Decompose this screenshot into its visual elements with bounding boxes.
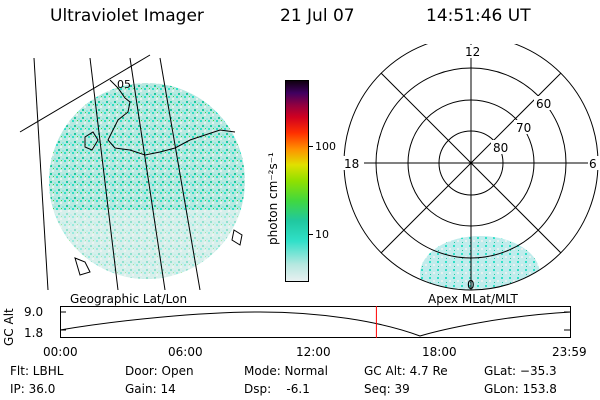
gc-alt-info: GC Alt: 4.7 Re — [364, 364, 448, 378]
map-marker-label: 05 — [117, 78, 131, 91]
gain-info: Gain: 14 — [125, 382, 176, 396]
colorbar-tick-10: 10 — [315, 228, 329, 241]
altitude-timeline — [60, 306, 572, 338]
geographic-caption: Geographic Lat/Lon — [70, 292, 188, 306]
glon-info: GLon: 153.8 — [484, 382, 557, 396]
longitude-line — [89, 57, 119, 290]
colorbar — [285, 80, 309, 282]
door-info: Door: Open — [125, 364, 194, 378]
date-label: 21 Jul 07 — [280, 6, 355, 26]
mlat-label-70: 70 — [516, 121, 531, 135]
apex-caption: Apex MLat/MLT — [428, 292, 518, 306]
glat-info: GLat: −35.3 — [484, 364, 557, 378]
mlt-label-left: 18 — [344, 157, 359, 171]
timeline-xtick-3: 18:00 — [422, 345, 457, 359]
mlt-label-bottom: 0 — [467, 278, 475, 292]
timeline-xtick-0: 00:00 — [43, 345, 78, 359]
longitude-line — [33, 57, 49, 290]
time-label: 14:51:46 UT — [426, 6, 531, 26]
mlat-label-60: 60 — [536, 97, 551, 111]
mode-info: Mode: Normal — [244, 364, 328, 378]
geographic-image: 05 — [19, 54, 245, 290]
timeline-xtick-4: 23:59 — [552, 345, 587, 359]
ip-info: IP: 36.0 — [10, 382, 56, 396]
longitude-line — [129, 57, 166, 290]
coastline — [107, 79, 236, 156]
mlt-label-top: 12 — [465, 45, 480, 59]
altitude-curve — [60, 311, 572, 337]
colorbar-unit-label: photon cm⁻²s⁻¹ — [266, 152, 280, 245]
timeline-xtick-1: 06:00 — [168, 345, 203, 359]
colorbar-tick-100: 100 — [315, 140, 336, 153]
filter-info: Flt: LBHL — [10, 364, 64, 378]
timeline-ytick-high: 9.0 — [24, 305, 44, 319]
seq-info: Seq: 39 — [364, 382, 410, 396]
instrument-title: Ultraviolet Imager — [50, 6, 204, 26]
latitude-line — [19, 54, 151, 133]
mlat-label-80: 80 — [493, 141, 508, 155]
mlt-label-right: 6 — [589, 157, 597, 171]
polar-plot: 12 18 6 0 60 70 80 — [342, 44, 600, 292]
longitude-line — [159, 57, 201, 290]
timeline-xtick-2: 12:00 — [296, 345, 331, 359]
timeline-ylabel: GC Alt — [2, 308, 16, 346]
timeline-ytick-low: 1.8 — [24, 326, 44, 340]
auroral-data-region — [420, 236, 540, 290]
dsp-info: Dsp: -6.1 — [244, 382, 310, 396]
